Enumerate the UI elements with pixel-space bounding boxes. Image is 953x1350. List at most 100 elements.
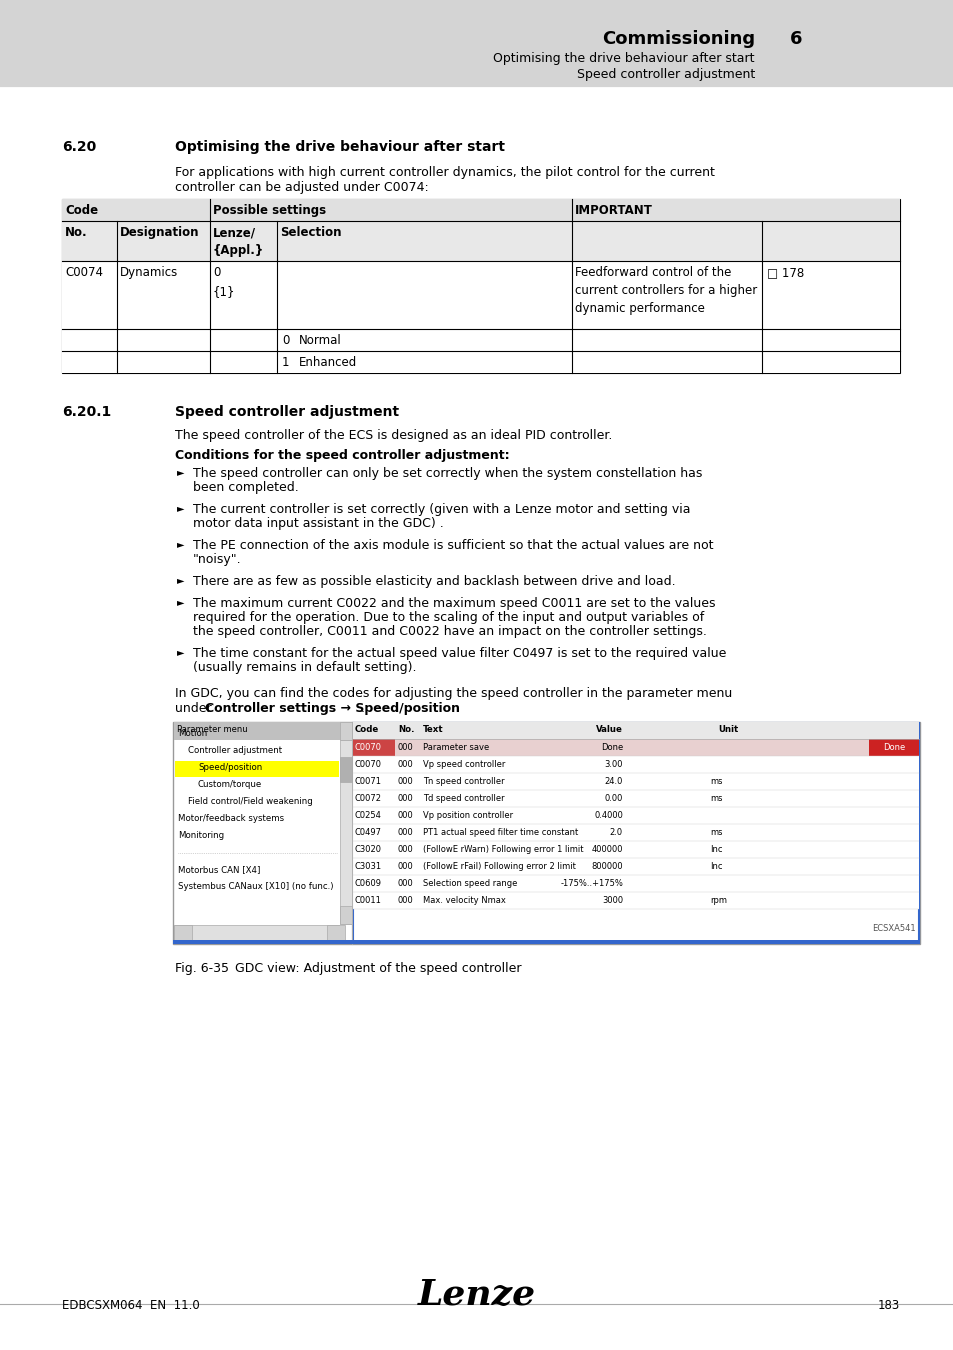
Text: ►: ► — [177, 467, 184, 477]
Text: There are as few as possible elasticity and backlash between drive and load.: There are as few as possible elasticity … — [193, 575, 675, 589]
Text: The current controller is set correctly (given with a Lenze motor and setting vi: The current controller is set correctly … — [193, 504, 690, 516]
Text: 000: 000 — [397, 863, 414, 871]
Text: 3.00: 3.00 — [604, 760, 622, 770]
Bar — [339, 740, 352, 923]
Text: Value: Value — [596, 725, 622, 734]
Text: No.: No. — [397, 725, 414, 734]
Bar — [353, 824, 918, 841]
Text: Optimising the drive behaviour after start: Optimising the drive behaviour after sta… — [493, 53, 754, 65]
Text: EDBCSXM064  EN  11.0: EDBCSXM064 EN 11.0 — [62, 1299, 199, 1312]
Text: Monitoring: Monitoring — [178, 832, 224, 840]
Bar — [172, 940, 919, 944]
Text: Speed/position: Speed/position — [198, 763, 262, 772]
Text: Lenze: Lenze — [417, 1278, 536, 1312]
Text: 000: 000 — [397, 794, 414, 803]
Text: Tn speed controller: Tn speed controller — [422, 778, 504, 786]
Text: Controller adjustment: Controller adjustment — [188, 747, 282, 755]
Text: GDC view: Adjustment of the speed controller: GDC view: Adjustment of the speed contro… — [234, 963, 521, 975]
Text: Done: Done — [600, 743, 622, 752]
Bar — [339, 722, 352, 740]
Text: Dynamics: Dynamics — [120, 266, 178, 279]
Text: 000: 000 — [397, 743, 414, 752]
Text: 000: 000 — [397, 896, 414, 905]
Text: Parameter menu: Parameter menu — [177, 725, 248, 734]
Text: Selection: Selection — [280, 225, 341, 239]
Text: Done: Done — [882, 743, 904, 752]
Text: Motor/feedback systems: Motor/feedback systems — [178, 814, 284, 824]
Text: Feedforward control of the
current controllers for a higher
dynamic performance: Feedforward control of the current contr… — [575, 266, 757, 315]
Text: IMPORTANT: IMPORTANT — [575, 204, 652, 217]
Text: 3000: 3000 — [601, 896, 622, 905]
Text: 400000: 400000 — [591, 845, 622, 855]
Text: Td speed controller: Td speed controller — [422, 794, 504, 803]
Text: Unit: Unit — [718, 725, 738, 734]
Text: under: under — [174, 702, 215, 716]
Text: Systembus CANaux [X10] (no func.): Systembus CANaux [X10] (no func.) — [178, 882, 334, 891]
Text: ►: ► — [177, 539, 184, 549]
Bar — [62, 329, 899, 351]
Text: 6: 6 — [789, 30, 801, 49]
Text: Controller settings → Speed/position: Controller settings → Speed/position — [205, 702, 459, 716]
Text: Designation: Designation — [120, 225, 199, 239]
Text: Selection speed range: Selection speed range — [422, 879, 517, 888]
Bar — [353, 841, 918, 859]
Text: Optimising the drive behaviour after start: Optimising the drive behaviour after sta… — [174, 140, 504, 154]
Bar — [353, 892, 918, 909]
Text: 24.0: 24.0 — [604, 778, 622, 786]
Bar — [353, 738, 918, 756]
Text: required for the operation. Due to the scaling of the input and output variables: required for the operation. Due to the s… — [193, 612, 703, 624]
Text: The maximum current C0022 and the maximum speed C0011 are set to the values: The maximum current C0022 and the maximu… — [193, 597, 715, 610]
Text: Speed controller adjustment: Speed controller adjustment — [174, 405, 398, 418]
Text: (FollowE rFail) Following error 2 limit: (FollowE rFail) Following error 2 limit — [422, 863, 576, 871]
Bar — [173, 925, 192, 944]
Text: C0072: C0072 — [355, 794, 381, 803]
Text: 000: 000 — [397, 828, 414, 837]
Text: Inc: Inc — [709, 845, 721, 855]
Bar — [353, 875, 918, 892]
Text: 6.20: 6.20 — [62, 140, 96, 154]
Text: Code: Code — [355, 725, 379, 734]
Text: (usually remains in default setting).: (usually remains in default setting). — [193, 662, 416, 674]
Text: 1: 1 — [282, 356, 289, 369]
Text: The speed controller of the ECS is designed as an ideal PID controller.: The speed controller of the ECS is desig… — [174, 429, 612, 441]
Text: 800000: 800000 — [591, 863, 622, 871]
Text: Custom/torque: Custom/torque — [198, 780, 262, 788]
Text: Commissioning: Commissioning — [601, 30, 754, 49]
Text: C0254: C0254 — [355, 811, 381, 819]
Bar — [62, 351, 899, 373]
Text: C0609: C0609 — [355, 879, 381, 888]
Text: 0.00: 0.00 — [604, 794, 622, 803]
Text: Text: Text — [422, 725, 443, 734]
Bar — [173, 722, 352, 740]
Text: Conditions for the speed controller adjustment:: Conditions for the speed controller adju… — [174, 450, 509, 462]
Text: 000: 000 — [397, 811, 414, 819]
Bar — [174, 761, 338, 778]
Text: C0074: C0074 — [65, 266, 103, 279]
Text: Fig. 6-35: Fig. 6-35 — [174, 963, 229, 975]
Bar — [868, 738, 918, 756]
Text: 183: 183 — [877, 1299, 899, 1312]
Text: Motion: Motion — [178, 729, 207, 738]
Text: Code: Code — [65, 204, 98, 217]
Text: Possible settings: Possible settings — [213, 204, 326, 217]
Text: the speed controller, C0011 and C0022 have an impact on the controller settings.: the speed controller, C0011 and C0022 ha… — [193, 625, 706, 639]
Text: (FollowE rWarn) Following error 1 limit: (FollowE rWarn) Following error 1 limit — [422, 845, 583, 855]
Text: ►: ► — [177, 504, 184, 513]
Bar — [353, 859, 918, 875]
Text: 0.4000: 0.4000 — [594, 811, 622, 819]
Bar — [62, 198, 899, 373]
Text: ms: ms — [709, 828, 721, 837]
Text: ECSXA541: ECSXA541 — [871, 923, 915, 933]
Bar — [62, 221, 899, 261]
Text: C0070: C0070 — [355, 743, 381, 752]
Text: In GDC, you can find the codes for adjusting the speed controller in the paramet: In GDC, you can find the codes for adjus… — [174, 687, 732, 701]
Bar — [327, 925, 345, 944]
Text: rpm: rpm — [709, 896, 726, 905]
Text: Motorbus CAN [X4]: Motorbus CAN [X4] — [178, 865, 260, 873]
Text: controller can be adjusted under C0074:: controller can be adjusted under C0074: — [174, 181, 428, 194]
Text: ►: ► — [177, 575, 184, 585]
Bar — [0, 0, 953, 88]
Text: 000: 000 — [397, 879, 414, 888]
Text: Field control/Field weakening: Field control/Field weakening — [188, 796, 313, 806]
Bar — [62, 261, 899, 329]
